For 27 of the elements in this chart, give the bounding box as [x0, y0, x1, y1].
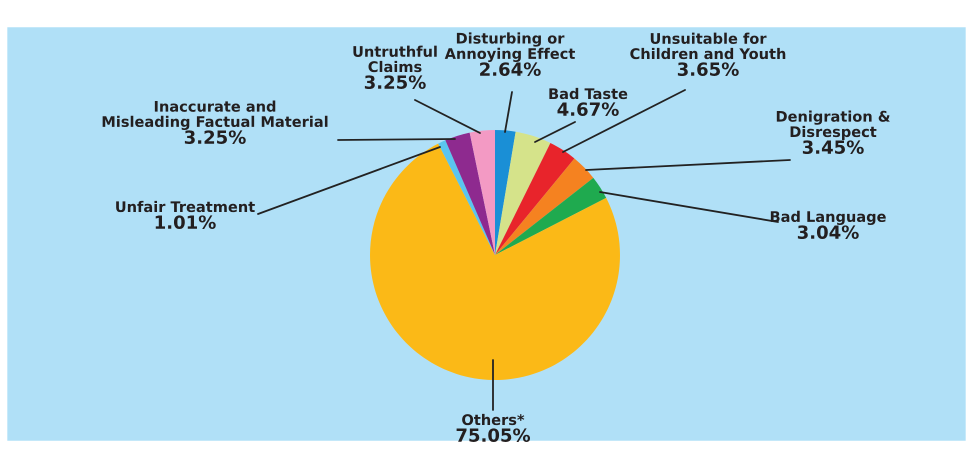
slice-label: Others* — [462, 414, 524, 426]
slice-label: Unfair Treatment — [116, 200, 255, 212]
slice-label: Denigration & Disrespect — [776, 110, 890, 140]
data-label: 4.67% — [557, 102, 619, 116]
pie-slice — [495, 130, 516, 255]
pie-slice — [445, 132, 495, 255]
data-label: 3.04% — [798, 225, 859, 239]
data-label: 3.45% — [802, 140, 864, 154]
slice-label: Unsuitable for Children and Youth — [630, 32, 786, 60]
pie-slice — [495, 132, 550, 255]
data-label: 3.65% — [678, 62, 739, 76]
slice-label: Untruthful Claims — [353, 46, 437, 72]
pie-slice — [495, 142, 574, 255]
data-label: 2.64% — [480, 62, 541, 76]
pie-slice — [495, 178, 606, 255]
data-label: 1.01% — [156, 215, 216, 229]
pie-slice — [438, 140, 495, 255]
slice-label: Bad Taste — [549, 88, 628, 100]
pie-slice — [370, 144, 620, 380]
pie-slice — [495, 158, 594, 255]
data-label: 75.05% — [456, 428, 530, 442]
slice-label: Disturbing or Annoying Effect — [444, 32, 575, 62]
data-label: 3.25% — [364, 75, 426, 89]
data-label: 3.25% — [184, 130, 246, 144]
slice-label: Bad Language — [770, 210, 886, 225]
slice-label: Inaccurate and Misleading Factual Material — [102, 100, 328, 130]
pie-slice — [470, 130, 495, 255]
